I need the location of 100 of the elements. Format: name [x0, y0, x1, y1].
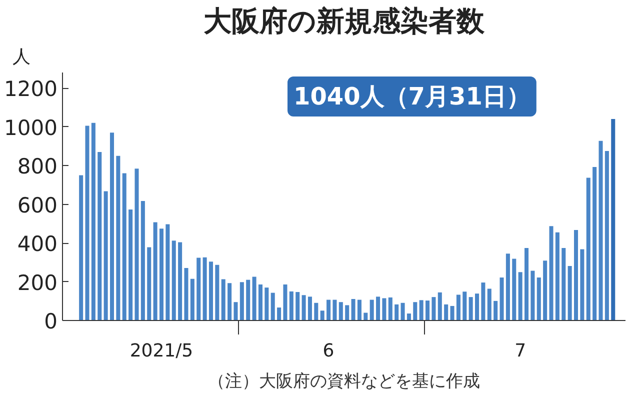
bar — [252, 276, 256, 320]
bar — [364, 312, 368, 320]
bar — [228, 283, 232, 320]
bar — [289, 291, 294, 320]
bar — [524, 248, 529, 320]
bar — [351, 298, 356, 320]
bar — [357, 300, 362, 320]
chart-title: 大阪府の新規感染者数 — [204, 4, 486, 38]
bar — [462, 292, 467, 320]
y-tick-label: 1000 — [4, 116, 58, 140]
bar — [370, 300, 374, 320]
bar — [604, 150, 609, 320]
bar — [438, 292, 442, 320]
bar — [202, 257, 207, 320]
bar — [468, 297, 473, 320]
bar — [134, 168, 139, 320]
bar — [518, 272, 522, 320]
bar — [494, 300, 498, 320]
bar — [166, 224, 170, 320]
bar — [140, 200, 145, 320]
bar — [264, 288, 269, 320]
bar — [85, 126, 90, 320]
bar — [172, 240, 176, 320]
bar — [586, 178, 590, 320]
bar — [426, 300, 430, 320]
y-tick-label: 0 — [44, 310, 58, 334]
bar — [400, 302, 405, 320]
x-tick-label: 2021/5 — [130, 340, 194, 362]
bar — [332, 300, 337, 320]
bar — [338, 302, 343, 320]
bar — [555, 232, 560, 320]
bar — [598, 140, 603, 320]
bar — [110, 132, 114, 320]
bar — [536, 277, 541, 320]
bar — [481, 282, 486, 320]
bar — [549, 226, 554, 320]
bar — [376, 296, 380, 320]
bar — [178, 242, 182, 320]
bar — [104, 191, 108, 320]
bar — [234, 302, 238, 320]
bar — [487, 288, 492, 320]
y-tick-label: 1200 — [4, 77, 58, 101]
bar — [98, 152, 102, 320]
bar — [122, 173, 126, 320]
y-tick-label: 400 — [17, 232, 58, 256]
bar — [611, 119, 616, 320]
bar — [116, 156, 120, 320]
bar — [432, 297, 436, 320]
y-axis-title: 人 — [12, 46, 30, 68]
bar — [406, 314, 411, 320]
bar — [530, 270, 535, 320]
bar — [475, 294, 480, 320]
bar — [246, 280, 250, 320]
annotation: 1040人（7月31日） — [294, 82, 530, 110]
bar — [153, 222, 158, 320]
bar — [592, 167, 597, 320]
text: （注）大阪府の資料などを基に作成 — [208, 372, 480, 392]
bar — [568, 266, 572, 320]
bar — [413, 302, 418, 320]
bar — [128, 209, 133, 320]
bar — [506, 254, 510, 320]
bar — [394, 304, 399, 320]
x-tick-label: 6 — [322, 340, 334, 362]
bar — [184, 268, 188, 320]
bar — [208, 262, 213, 320]
bar — [91, 122, 96, 320]
x-tick-label: 7 — [514, 340, 526, 362]
bar — [79, 175, 84, 320]
bar — [196, 258, 201, 320]
bar — [326, 300, 331, 320]
bar — [159, 228, 164, 320]
bar — [240, 282, 244, 320]
bar — [419, 300, 424, 320]
bar — [456, 294, 460, 320]
bar — [277, 308, 282, 320]
y-tick-label: 200 — [17, 270, 58, 295]
bar — [296, 292, 300, 320]
bar — [215, 264, 220, 320]
bar — [580, 249, 584, 320]
bar — [308, 296, 312, 320]
y-tick-label: 800 — [17, 154, 58, 178]
bar — [270, 292, 275, 320]
bar — [190, 278, 194, 320]
bar — [320, 310, 324, 320]
bar — [345, 305, 350, 320]
bar — [258, 284, 262, 320]
bar — [562, 248, 566, 320]
bar — [314, 302, 318, 320]
y-tick-label: 600 — [17, 193, 58, 218]
bar — [382, 298, 386, 320]
bar — [283, 284, 288, 320]
bar — [221, 279, 226, 320]
bar — [147, 247, 152, 320]
bar — [574, 230, 578, 320]
bar — [450, 306, 454, 320]
bar — [302, 295, 306, 320]
bar — [500, 277, 504, 320]
bar — [388, 297, 392, 320]
bar — [512, 258, 516, 320]
bar — [543, 260, 548, 320]
